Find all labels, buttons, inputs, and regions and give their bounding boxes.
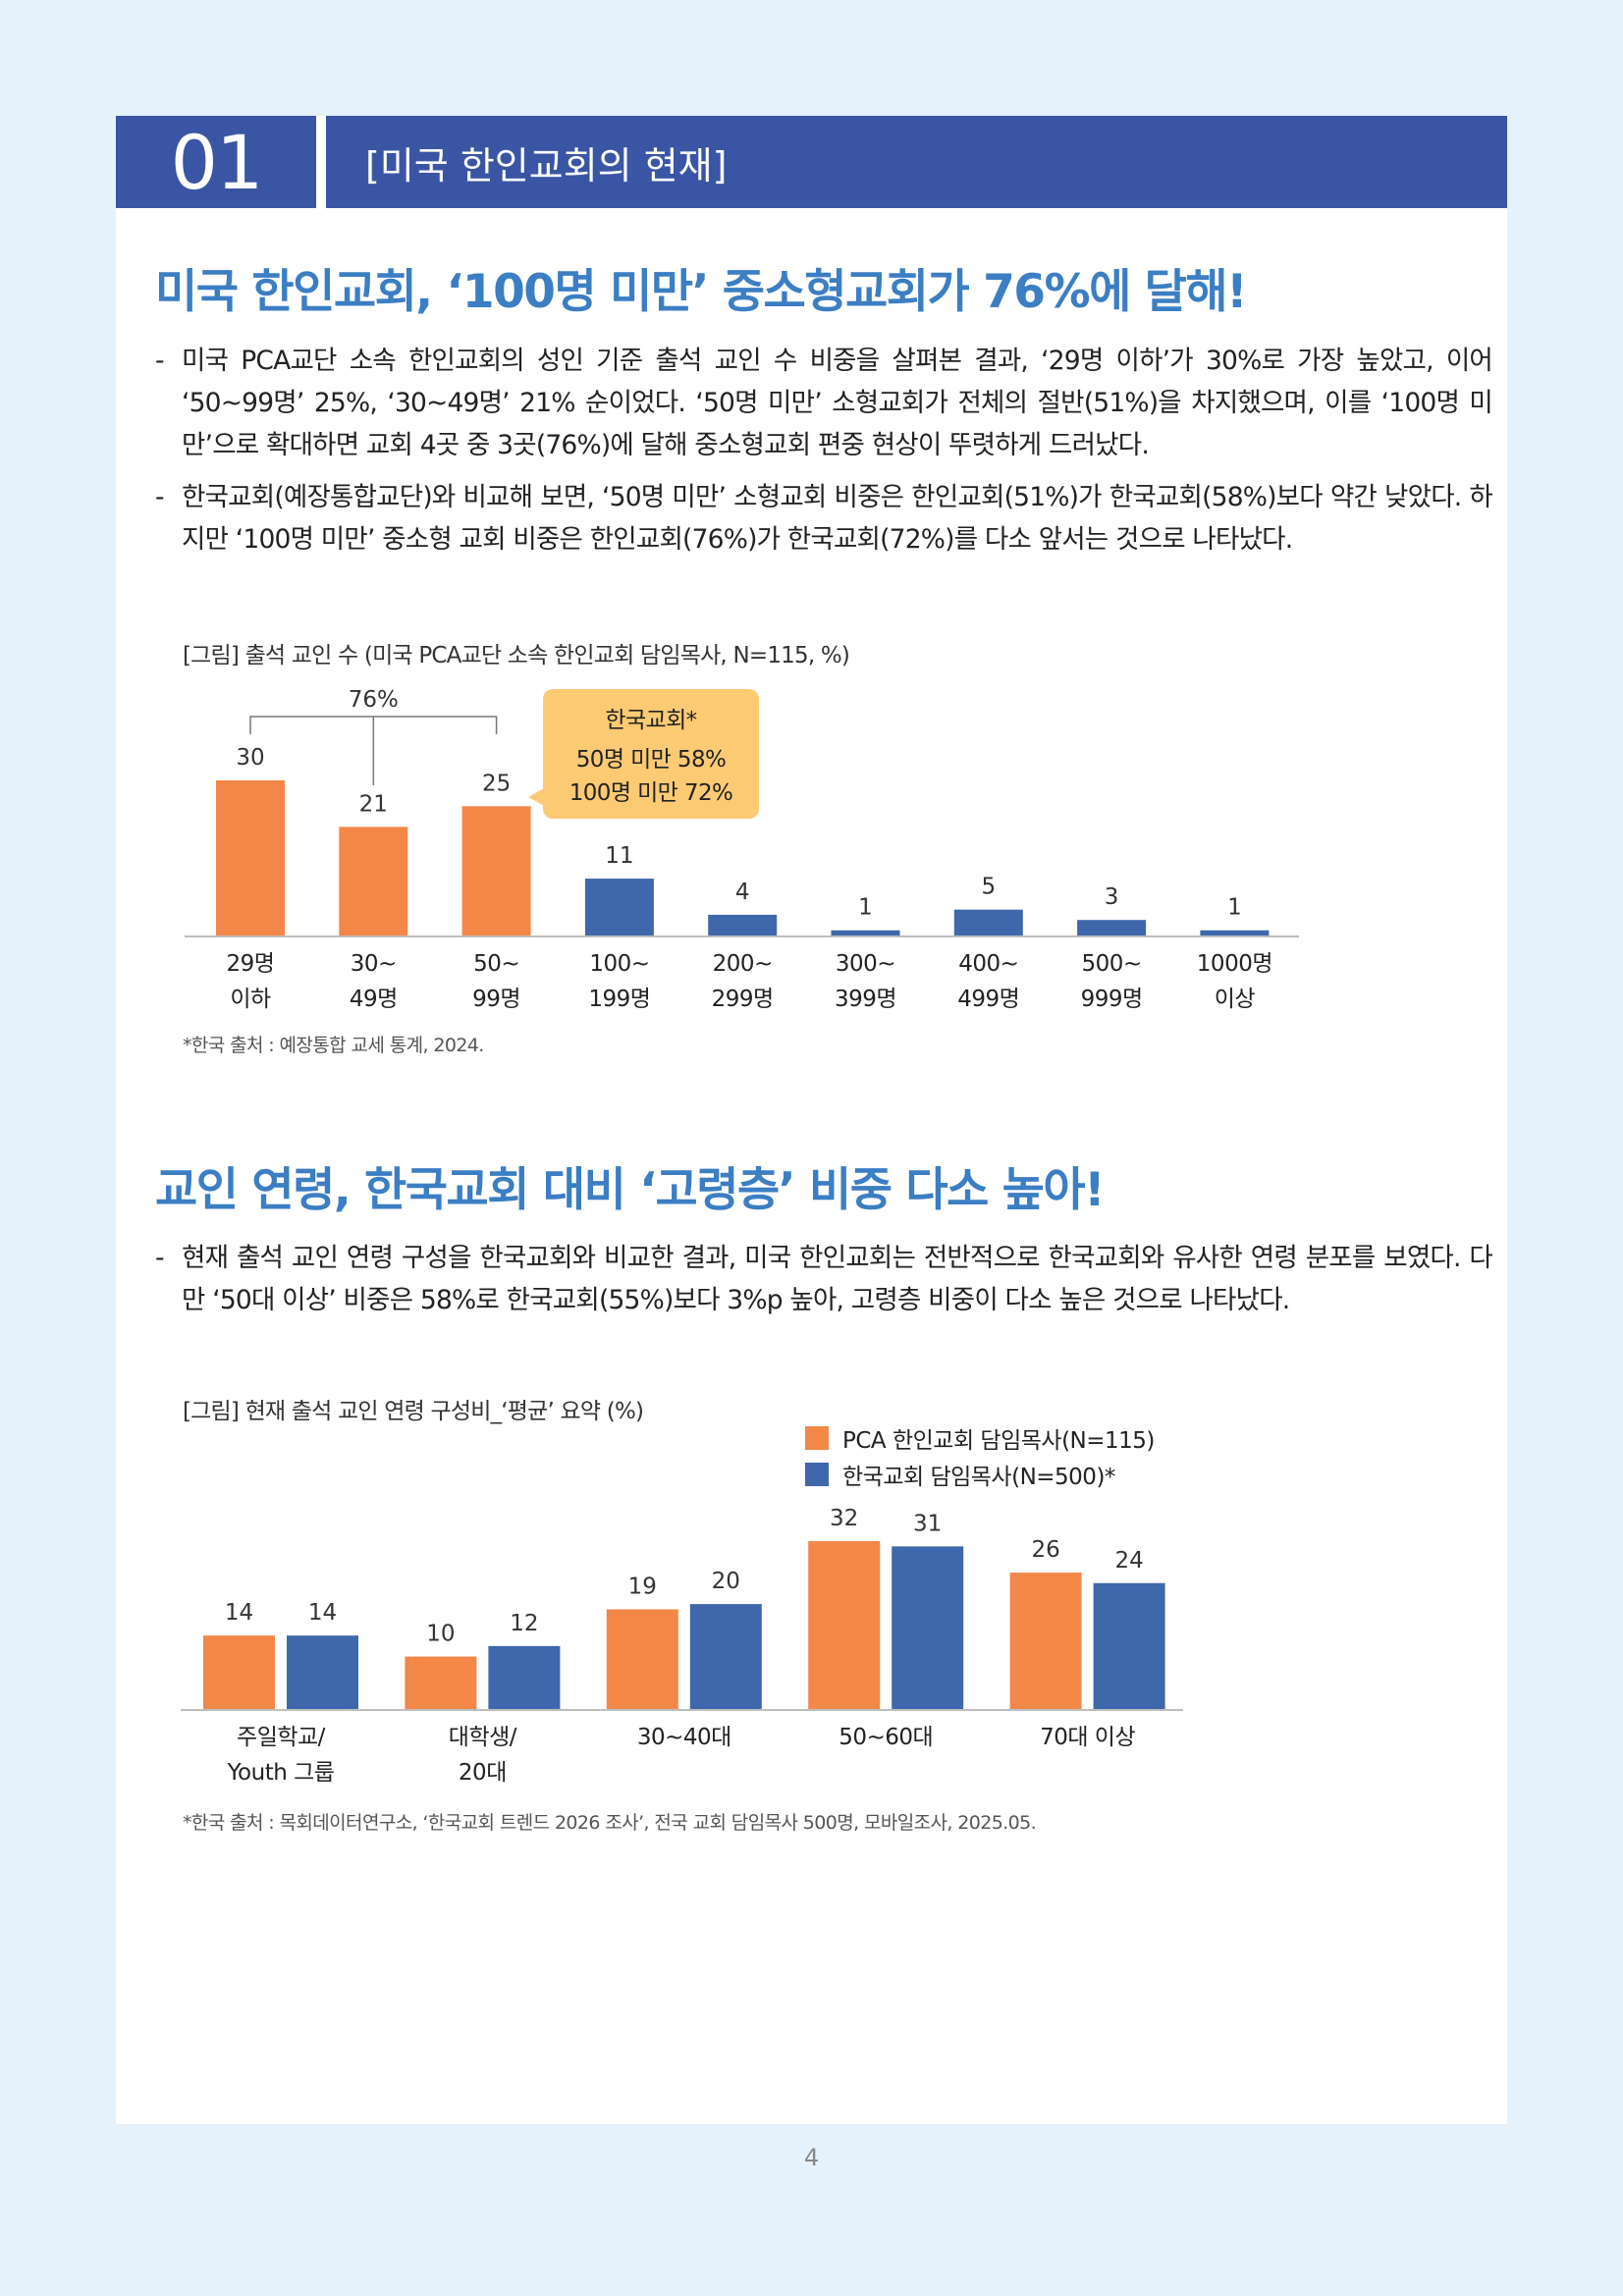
data-label: 20 <box>712 1569 740 1594</box>
data-label: 30 <box>236 745 264 771</box>
callout-line-2: 100명 미만 72% <box>568 780 733 806</box>
tick-label: 이하 <box>230 987 271 1012</box>
data-label: 19 <box>628 1574 657 1599</box>
legend-swatch-orange <box>805 1426 829 1450</box>
data-label: 32 <box>830 1506 858 1531</box>
tick-label: 399명 <box>835 987 896 1012</box>
tick-label: 1000명 <box>1197 951 1272 977</box>
bar <box>287 1635 358 1709</box>
bullet-dash: - <box>155 1243 165 1273</box>
tick-label: 주일학교/ <box>237 1725 326 1750</box>
tick-label: 299명 <box>712 987 774 1012</box>
data-label: 24 <box>1114 1548 1143 1574</box>
data-label: 4 <box>735 880 750 905</box>
bar <box>708 914 778 935</box>
data-label: 12 <box>510 1611 538 1636</box>
tick-label: 20대 <box>459 1760 507 1786</box>
data-label: 21 <box>359 791 388 817</box>
data-label: 3 <box>1105 884 1119 910</box>
bar <box>689 1604 762 1709</box>
chart2-caption: [그림] 현재 출석 교인 연령 구성비_‘평균’ 요약 (%) <box>183 1399 644 1424</box>
legend-swatch-blue <box>805 1463 829 1486</box>
bar <box>953 909 1023 935</box>
bar <box>1077 920 1147 935</box>
tick-label: 400~ <box>958 951 1018 977</box>
bar <box>1200 930 1270 935</box>
data-label: 1 <box>1227 895 1242 921</box>
bar <box>405 1656 477 1709</box>
tick-label: 30~40대 <box>637 1725 731 1750</box>
section-number: 01 <box>170 118 264 206</box>
tick-label: 199명 <box>588 987 650 1012</box>
section-header-bar: 01 [미국 한인교회의 현재] <box>116 116 1507 208</box>
section1-bullet-2: - 한국교회(예장통합교단)와 비교해 보면, ‘50명 미만’ 소형교회 비중… <box>155 476 1493 561</box>
bar <box>461 806 531 935</box>
page-number: 4 <box>803 2144 820 2171</box>
tick-label: 대학생/ <box>449 1725 517 1750</box>
legend-label-korea: 한국교회 담임목사(N=500)* <box>842 1465 1115 1490</box>
section1-title: 미국 한인교회, ‘100명 미만’ 중소형교회가 76%에 달해! <box>155 265 1248 319</box>
chart1-source: *한국 출처 : 예장통합 교세 통계, 2024. <box>183 1035 484 1056</box>
data-label: 5 <box>981 875 996 900</box>
bar <box>1093 1582 1165 1709</box>
legend-label-pca: PCA 한인교회 담임목사(N=115) <box>842 1428 1155 1454</box>
data-label: 31 <box>913 1511 942 1536</box>
attendance-bar-chart: 3029명이하2130~49명2550~99명11100~199명4200~29… <box>185 687 1299 1012</box>
page-sheet: 01 [미국 한인교회의 현재] 미국 한인교회, ‘100명 미만’ 중소형교… <box>116 116 1507 2124</box>
data-label: 1 <box>858 895 873 921</box>
data-label: 25 <box>482 771 511 796</box>
tick-label: 29명 <box>227 951 275 977</box>
bullet-dash: - <box>155 346 165 376</box>
data-label: 26 <box>1031 1537 1059 1563</box>
callout-tail <box>528 787 546 807</box>
data-label: 14 <box>225 1600 253 1626</box>
callout-title: 한국교회* <box>605 708 697 733</box>
callout-line-1: 50명 미만 58% <box>575 747 727 773</box>
bar <box>606 1609 678 1709</box>
data-label: 14 <box>308 1600 337 1626</box>
bar <box>808 1541 881 1709</box>
tick-label: Youth 그룹 <box>227 1760 335 1786</box>
tick-label: 30~ <box>351 951 397 977</box>
tick-label: 이상 <box>1215 987 1256 1012</box>
tick-label: 200~ <box>713 951 773 977</box>
bar <box>584 879 654 935</box>
tick-label: 999명 <box>1081 987 1143 1012</box>
tick-label: 99명 <box>472 987 520 1012</box>
korea-church-callout: 한국교회* 50명 미만 58% 100명 미만 72% <box>543 689 759 819</box>
legend-item-pca: PCA 한인교회 담임목사(N=115) <box>805 1421 1155 1455</box>
tick-label: 50~60대 <box>839 1725 933 1750</box>
bullet-dash: - <box>155 482 165 512</box>
bar <box>339 827 408 935</box>
legend-item-korea: 한국교회 담임목사(N=500)* <box>805 1458 1115 1491</box>
section1-bullet-1: - 미국 PCA교단 소속 한인교회의 성인 기준 출석 교인 수 비중을 살펴… <box>155 340 1493 466</box>
bar <box>831 930 900 935</box>
tick-label: 100~ <box>589 951 649 977</box>
tick-label: 500~ <box>1082 951 1142 977</box>
section2-title: 교인 연령, 한국교회 대비 ‘고령층’ 비중 다소 높아! <box>155 1163 1106 1217</box>
chart1-caption: [그림] 출석 교인 수 (미국 PCA교단 소속 한인교회 담임목사, N=1… <box>183 643 850 668</box>
age-group-bar-chart: 14 14 주일학교/Youth 그룹 10 12 대학생/20대 19 20 30~40대 32… <box>181 1506 1183 1786</box>
data-label: 11 <box>605 843 633 869</box>
tick-label: 70대 이상 <box>1040 1725 1135 1750</box>
header-divider <box>316 116 326 208</box>
bracket-label: 76% <box>349 687 399 713</box>
section2-bullet-1: - 현재 출석 교인 연령 구성을 한국교회와 비교한 결과, 미국 한인교회는… <box>155 1237 1493 1321</box>
chart2-source: *한국 출처 : 목회데이터연구소, ‘한국교회 트렌드 2026 조사’, 전… <box>183 1812 1037 1834</box>
bar <box>216 780 285 935</box>
tick-label: 50~ <box>473 951 519 977</box>
bar <box>1009 1573 1082 1709</box>
data-label: 10 <box>426 1622 455 1647</box>
section1-bullet-1-text: 미국 PCA교단 소속 한인교회의 성인 기준 출석 교인 수 비중을 살펴본 … <box>182 346 1493 460</box>
section1-bullet-2-text: 한국교회(예장통합교단)와 비교해 보면, ‘50명 미만’ 소형교회 비중은 … <box>182 482 1493 555</box>
bar <box>488 1645 561 1709</box>
bar <box>203 1635 275 1709</box>
tick-label: 300~ <box>836 951 895 977</box>
section2-bullet-1-text: 현재 출석 교인 연령 구성을 한국교회와 비교한 결과, 미국 한인교회는 전… <box>182 1243 1493 1315</box>
tick-label: 49명 <box>350 987 398 1012</box>
bar <box>892 1546 964 1709</box>
section-header-title: [미국 한인교회의 현재] <box>365 143 728 187</box>
tick-label: 499명 <box>957 987 1019 1012</box>
